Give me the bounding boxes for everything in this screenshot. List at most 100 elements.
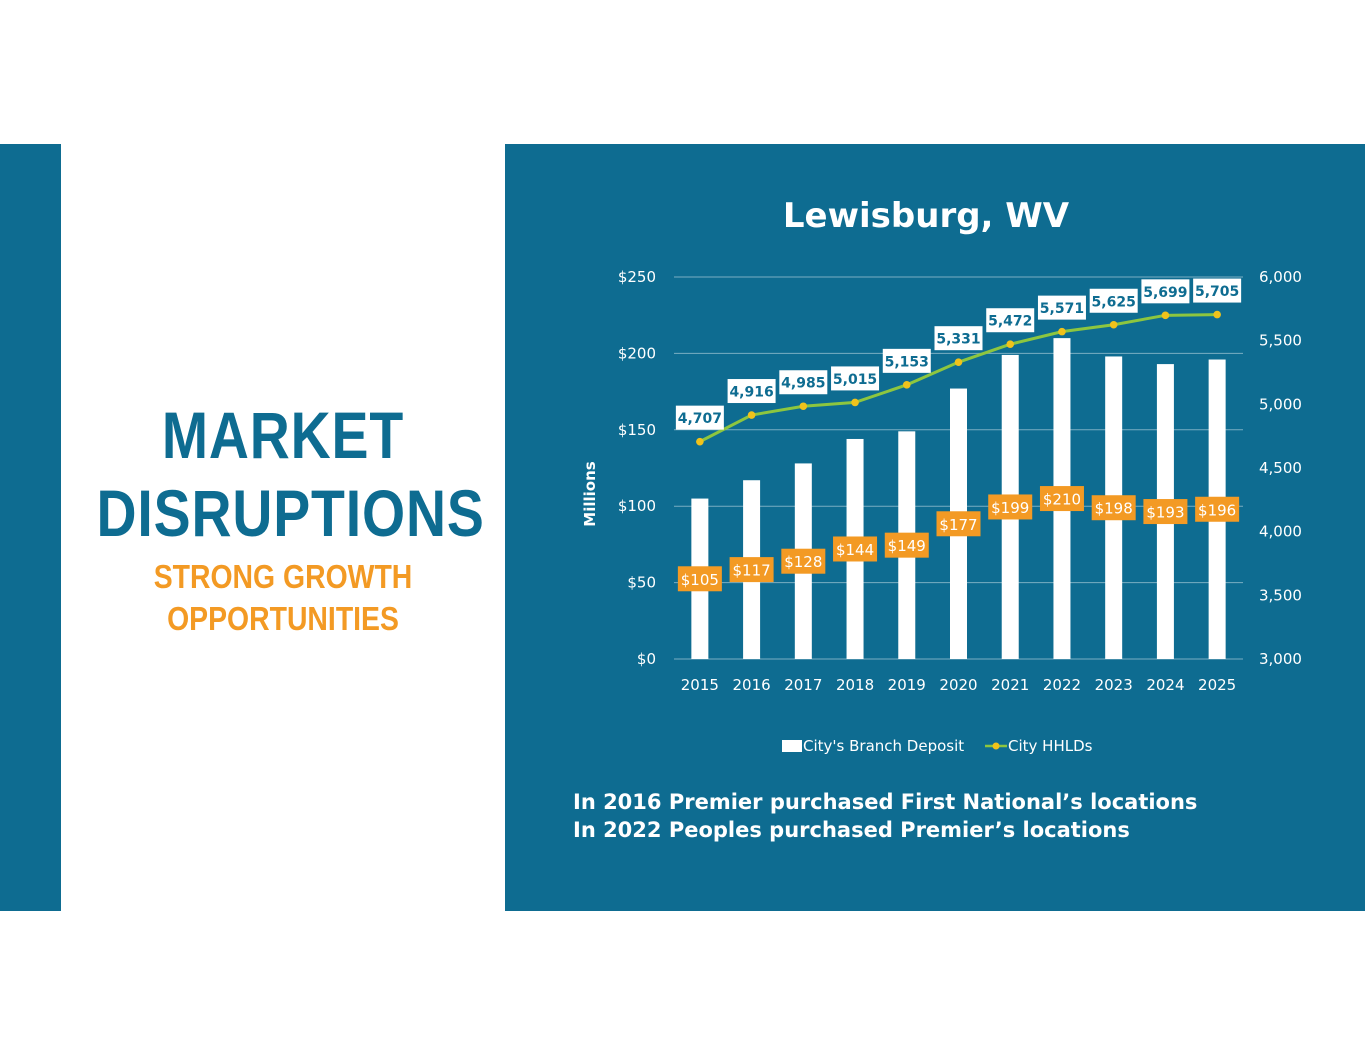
legend-label-hhld: City HHLDs [1008,737,1093,755]
x-tick-label: 2021 [991,676,1029,694]
deposit-label-box [1091,495,1136,521]
legend-swatch-deposit [782,740,802,752]
deposit-data-label: $177 [939,516,977,534]
hhld-data-label: 4,916 [729,385,773,401]
left-accent-stripe [0,144,61,911]
y2-tick-label: 4,000 [1259,523,1302,541]
hhld-data-label: 5,472 [988,314,1032,330]
hhld-label-box [1141,279,1190,304]
point-hhld [696,437,704,446]
deposit-data-label: $199 [991,499,1029,517]
deposit-label-box [936,511,981,537]
deposit-label-box [729,557,774,583]
deposit-data-label: $117 [732,562,770,580]
hhld-label-box [986,308,1035,333]
page-subtitle-line-1: STRONG GROWTH [153,558,413,595]
line-series [696,310,1221,446]
y-tick-label: $250 [618,268,656,286]
deposit-data-label: $196 [1198,501,1236,519]
hhld-label-box [1193,278,1242,303]
y2-tick-label: 5,500 [1259,332,1302,350]
page-subtitle-line-2: OPPORTUNITIES [167,600,399,637]
y-tick-label: $200 [618,344,656,362]
point-hhld [799,402,808,411]
y-axis-label: Millions [581,461,599,526]
point-hhld [1109,320,1118,329]
deposit-data-label: $198 [1095,500,1133,518]
deposit-label-box [833,536,878,562]
deposit-hhld-chart: Lewisburg, WV Millions $105$117 $128$144 $… [581,196,1302,755]
hhld-label-box [675,405,724,430]
y2-tick-label: 6,000 [1259,268,1302,286]
deposit-label-box [1143,499,1188,525]
headline-panel: MARKET DISRUPTIONS STRONG GROWTH OPPORTU… [61,144,505,911]
x-tick-label: 2020 [939,676,977,694]
point-hhld [902,381,911,389]
deposit-label-box [1195,496,1240,522]
x-tick-label: 2023 [1095,676,1133,694]
page-subtitle: STRONG GROWTH OPPORTUNITIES [92,556,474,640]
y-tick-label: $100 [618,497,656,515]
hhld-label-box [1089,288,1138,313]
point-hhld [1161,311,1170,320]
deposit-data-label: $144 [836,541,874,559]
y2-tick-label: 5,000 [1259,395,1302,413]
point-hhld [1006,340,1015,349]
page-title-line-1: MARKET [161,398,405,472]
x-tick-label: 2017 [784,676,822,694]
hhld-label-box [779,370,828,395]
hhld-data-label: 4,707 [678,411,722,427]
x-tick-label: 2022 [1043,676,1081,694]
legend-swatch-hhld-marker [992,742,1000,750]
deposit-data-label: $105 [681,571,719,589]
hhld-data-label: 5,331 [936,332,980,348]
hhld-data-label: 4,985 [781,376,825,392]
note-2016: In 2016 Premier purchased First National… [573,790,1198,814]
hhld-label-box [882,348,931,373]
y-tick-label: $150 [618,421,656,439]
hhld-label-box [831,366,880,391]
point-hhld [851,398,859,407]
point-hhld [1058,327,1066,336]
y-tick-label: $0 [637,650,656,668]
y2-tick-label: 3,500 [1259,586,1302,604]
acquisition-notes: In 2016 Premier purchased First National… [573,788,1353,844]
y-tick-label: $50 [627,574,656,592]
deposit-data-label: $210 [1043,491,1081,509]
axis-ticks: $0 $50 $100 $150 $200 $250 3,000 3,500 4,000 4,50… [618,268,1302,694]
hhld-data-label: 5,153 [885,354,929,370]
chart-legend: City's Branch Deposit City HHLDs [782,737,1093,755]
deposit-label-box [677,566,722,592]
hhld-data-label: 5,625 [1092,294,1136,310]
x-tick-label: 2015 [681,676,719,694]
y2-tick-label: 3,000 [1259,650,1302,668]
x-tick-label: 2025 [1198,676,1236,694]
point-hhld [1213,310,1221,319]
x-tick-label: 2024 [1146,676,1184,694]
hhld-data-label: 5,705 [1195,284,1239,300]
deposit-label-box [988,494,1033,520]
deposit-label-box [781,548,826,574]
chart-title: Lewisburg, WV [783,196,1070,236]
legend-label-deposit: City's Branch Deposit [803,737,964,755]
x-tick-label: 2018 [836,676,874,694]
hhld-data-label: 5,571 [1040,301,1084,317]
hhld-label-box [934,326,983,351]
deposit-data-label: $149 [888,537,926,555]
page-title: MARKET DISRUPTIONS [96,396,485,552]
hhld-label-box [727,379,776,404]
data-labels: $105 $117 $128 $144 $149 $177 $199 $210 $198 $193… [675,278,1242,592]
deposit-data-label: $128 [784,553,822,571]
point-hhld [954,358,963,366]
deposit-label-box [1039,486,1084,512]
chart-panel: Lewisburg, WV Millions $105 $117 $128 $144 $… [505,144,1365,911]
x-tick-label: 2019 [888,676,926,694]
y2-tick-label: 4,500 [1259,459,1302,477]
deposit-data-label: $193 [1146,504,1184,522]
note-2022: In 2022 Peoples purchased Premier’s loca… [573,818,1130,842]
hhld-data-label: 5,015 [833,372,877,388]
deposit-label-box [884,532,929,558]
hhld-label-box [1037,295,1086,320]
hhld-data-label: 5,699 [1143,285,1187,301]
page-title-line-2: DISRUPTIONS [96,476,485,550]
